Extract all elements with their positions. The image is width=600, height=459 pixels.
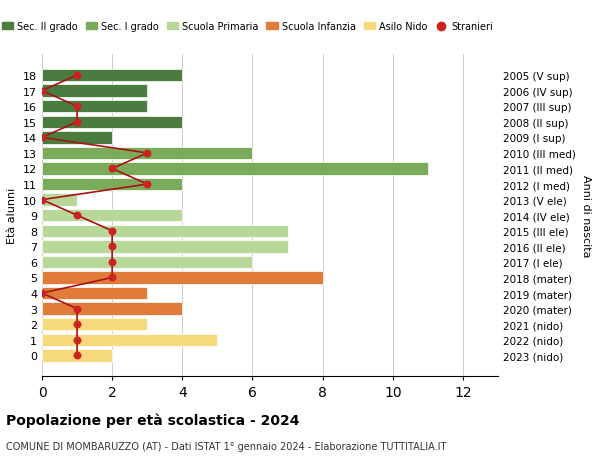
Legend: Sec. II grado, Sec. I grado, Scuola Primaria, Scuola Infanzia, Asilo Nido, Stran: Sec. II grado, Sec. I grado, Scuola Prim… bbox=[0, 18, 497, 36]
Bar bbox=[42, 225, 287, 237]
Y-axis label: Età alunni: Età alunni bbox=[7, 188, 17, 244]
Bar bbox=[42, 241, 287, 253]
Point bbox=[107, 243, 117, 251]
Bar bbox=[42, 349, 112, 362]
Point bbox=[72, 72, 82, 79]
Bar bbox=[42, 132, 112, 144]
Point bbox=[72, 119, 82, 126]
Point bbox=[37, 196, 47, 204]
Point bbox=[72, 321, 82, 328]
Bar bbox=[42, 147, 253, 160]
Point bbox=[142, 150, 152, 157]
Bar bbox=[42, 101, 147, 113]
Point bbox=[37, 290, 47, 297]
Point bbox=[37, 88, 47, 95]
Point bbox=[72, 103, 82, 111]
Bar bbox=[42, 85, 147, 98]
Bar bbox=[42, 194, 77, 207]
Bar bbox=[42, 209, 182, 222]
Bar bbox=[42, 256, 253, 269]
Y-axis label: Anni di nascita: Anni di nascita bbox=[581, 174, 591, 257]
Bar bbox=[42, 334, 217, 346]
Bar bbox=[42, 318, 147, 330]
Bar bbox=[42, 70, 182, 82]
Point bbox=[142, 181, 152, 188]
Point bbox=[107, 228, 117, 235]
Point bbox=[107, 259, 117, 266]
Text: COMUNE DI MOMBARUZZO (AT) - Dati ISTAT 1° gennaio 2024 - Elaborazione TUTTITALIA: COMUNE DI MOMBARUZZO (AT) - Dati ISTAT 1… bbox=[6, 441, 446, 451]
Point bbox=[72, 352, 82, 359]
Point bbox=[72, 212, 82, 219]
Bar bbox=[42, 272, 323, 284]
Bar bbox=[42, 163, 428, 175]
Bar bbox=[42, 303, 182, 315]
Point bbox=[107, 165, 117, 173]
Point bbox=[72, 336, 82, 344]
Point bbox=[72, 305, 82, 313]
Text: Popolazione per età scolastica - 2024: Popolazione per età scolastica - 2024 bbox=[6, 413, 299, 428]
Bar bbox=[42, 179, 182, 191]
Point bbox=[107, 274, 117, 281]
Bar bbox=[42, 287, 147, 300]
Bar bbox=[42, 116, 182, 129]
Point bbox=[37, 134, 47, 142]
